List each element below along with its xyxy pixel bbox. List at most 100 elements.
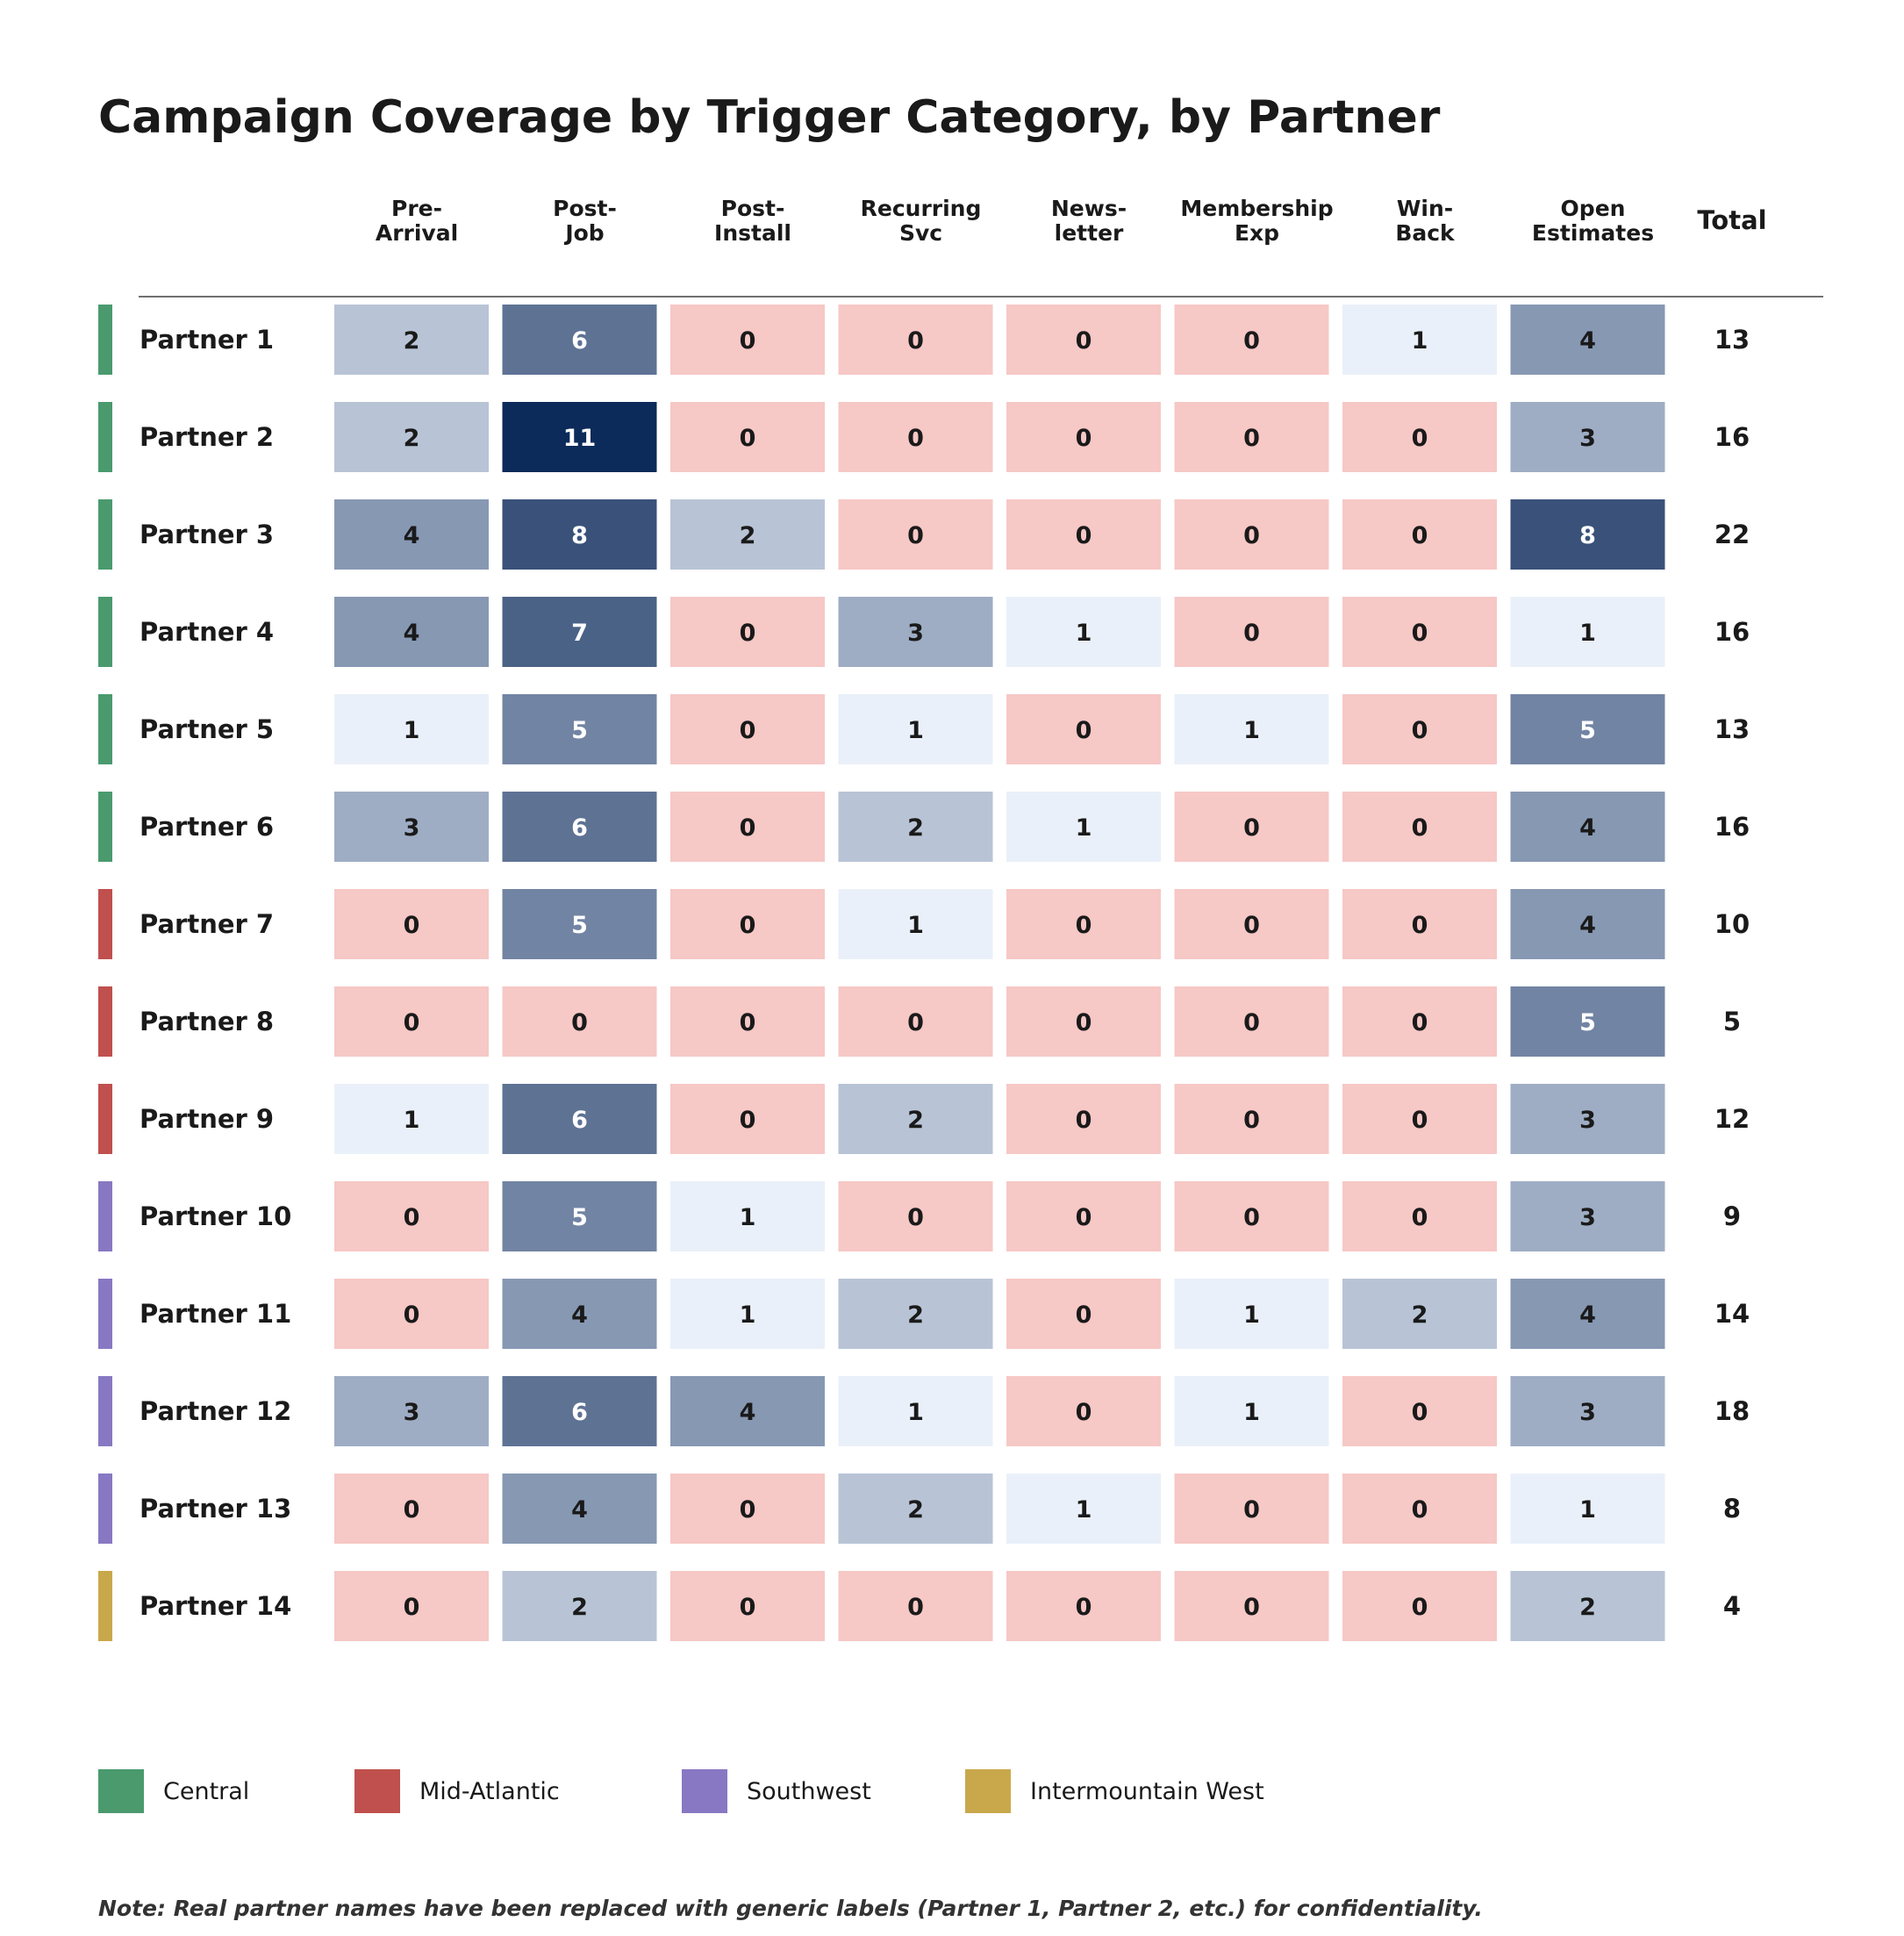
heatmap-cell — [1510, 986, 1665, 1057]
row-label: Partner 6 — [140, 812, 274, 842]
cell-value: 0 — [1076, 1399, 1092, 1426]
heatmap-cell — [502, 402, 657, 472]
cell-value: 0 — [1243, 912, 1260, 939]
heatmap-cell — [1006, 889, 1161, 959]
heatmap-cell — [670, 1571, 825, 1641]
region-marker — [98, 1279, 112, 1349]
cell-value: 0 — [1243, 814, 1260, 842]
heatmap-cell — [670, 1181, 825, 1251]
cell-value: 0 — [1243, 1496, 1260, 1524]
legend-swatch — [354, 1769, 400, 1813]
heatmap-cell — [838, 792, 993, 862]
region-marker — [98, 1376, 112, 1446]
row-total: 9 — [1723, 1201, 1741, 1231]
cell-value: 1 — [1579, 1496, 1596, 1524]
column-header: Win- — [1397, 196, 1453, 221]
cell-value: 8 — [571, 522, 588, 549]
row-total: 22 — [1714, 520, 1750, 549]
heatmap-cell — [1006, 402, 1161, 472]
heatmap-cell — [838, 1084, 993, 1154]
footnote: Note: Real partner names have been repla… — [98, 1896, 1483, 1921]
cell-value: 0 — [740, 425, 756, 452]
heatmap-cell — [670, 1279, 825, 1349]
heatmap-cell — [334, 986, 489, 1057]
heatmap-cell — [670, 1376, 825, 1446]
row-label: Partner 1 — [140, 325, 274, 355]
heatmap-cell — [838, 1571, 993, 1641]
heatmap-cell — [502, 1279, 657, 1349]
heatmap-cell — [502, 597, 657, 667]
cell-value: 5 — [1579, 717, 1596, 744]
heatmap-cell — [502, 1084, 657, 1154]
row-total: 12 — [1714, 1104, 1750, 1134]
cell-value: 0 — [740, 1107, 756, 1134]
cell-value: 7 — [571, 620, 588, 647]
cell-value: 0 — [404, 1204, 420, 1231]
row-total: 13 — [1714, 325, 1750, 355]
heatmap-cell — [1006, 1181, 1161, 1251]
row-label: Partner 14 — [140, 1591, 291, 1621]
heatmap-cell — [502, 1474, 657, 1544]
heatmap-cell — [1510, 1571, 1665, 1641]
cell-value: 0 — [907, 425, 924, 452]
heatmap-cell — [1006, 1279, 1161, 1349]
row-label: Partner 13 — [140, 1494, 291, 1524]
cell-value: 2 — [907, 1301, 924, 1329]
row-total: 18 — [1714, 1396, 1750, 1426]
cell-value: 1 — [907, 717, 924, 744]
heatmap-cell — [1174, 1571, 1329, 1641]
heatmap-cell — [670, 499, 825, 570]
cell-value: 0 — [1412, 425, 1428, 452]
cell-value: 0 — [907, 1009, 924, 1036]
cell-value: 6 — [571, 327, 588, 355]
table-row: Partner 9 1 6 0 2 0 0 0 3 12 — [98, 1084, 1750, 1154]
cell-value: 4 — [740, 1399, 756, 1426]
cell-value: 1 — [404, 717, 420, 744]
heatmap-cell — [838, 694, 993, 764]
heatmap-cell — [838, 499, 993, 570]
cell-value: 0 — [1412, 522, 1428, 549]
legend-item: Mid-Atlantic — [354, 1769, 560, 1813]
heatmap-cell — [1510, 1376, 1665, 1446]
heatmap-cell — [1006, 792, 1161, 862]
legend-swatch — [682, 1769, 727, 1813]
cell-value: 0 — [571, 1009, 588, 1036]
heatmap-cell — [1174, 694, 1329, 764]
cell-value: 0 — [1412, 620, 1428, 647]
row-label: Partner 7 — [140, 909, 274, 939]
cell-value: 5 — [571, 912, 588, 939]
cell-value: 0 — [404, 1301, 420, 1329]
heatmap-cell — [502, 1571, 657, 1641]
cell-value: 2 — [907, 1496, 924, 1524]
heatmap-cell — [502, 792, 657, 862]
heatmap-cell — [838, 402, 993, 472]
cell-value: 1 — [1243, 1301, 1260, 1329]
heatmap-cell — [1174, 986, 1329, 1057]
region-marker — [98, 305, 112, 375]
row-label: Partner 12 — [140, 1396, 291, 1426]
legend-label: Southwest — [747, 1777, 871, 1805]
heatmap-cell — [1174, 889, 1329, 959]
region-marker — [98, 792, 112, 862]
cell-value: 0 — [1243, 1204, 1260, 1231]
cell-value: 0 — [1243, 522, 1260, 549]
heatmap-cell — [1342, 986, 1497, 1057]
legend-swatch — [98, 1769, 144, 1813]
cell-value: 1 — [740, 1301, 756, 1329]
cell-value: 3 — [1579, 1399, 1596, 1426]
column-header: letter — [1055, 220, 1124, 246]
cell-value: 1 — [1412, 327, 1428, 355]
row-total: 10 — [1714, 909, 1750, 939]
cell-value: 0 — [740, 1009, 756, 1036]
cell-value: 4 — [571, 1301, 588, 1329]
region-marker — [98, 1571, 112, 1641]
heatmap-cell — [1174, 1084, 1329, 1154]
cell-value: 5 — [571, 717, 588, 744]
heatmap-cell — [1174, 1474, 1329, 1544]
heatmap-cell — [1342, 499, 1497, 570]
heatmap-cell — [1510, 1474, 1665, 1544]
table-row: Partner 5 1 5 0 1 0 1 0 5 13 — [98, 694, 1750, 764]
legend-item: Southwest — [682, 1769, 871, 1813]
table-row: Partner 13 0 4 0 2 1 0 0 1 8 — [98, 1474, 1741, 1544]
